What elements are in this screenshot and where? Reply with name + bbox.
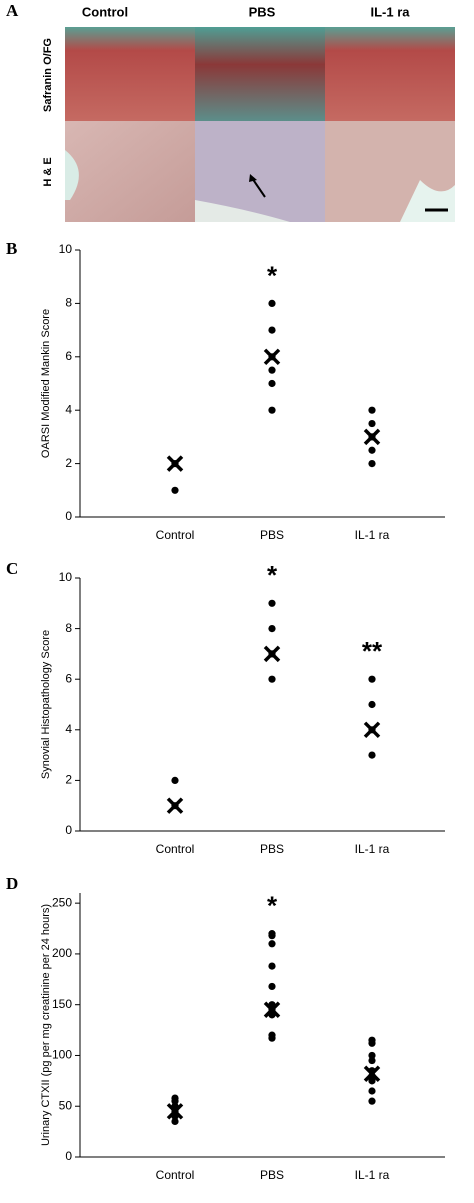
mean-marker bbox=[166, 1103, 184, 1120]
data-point bbox=[268, 379, 276, 388]
data-point bbox=[268, 366, 276, 374]
panel-label: C bbox=[6, 559, 18, 578]
panel-label: D bbox=[6, 874, 18, 893]
column-header: IL-1 ra bbox=[370, 4, 410, 19]
y-axis-label: Urinary CTXII (pg per mg creatinine per … bbox=[40, 904, 52, 1146]
data-point bbox=[268, 406, 276, 414]
data-point bbox=[368, 700, 376, 709]
y-tick-label: 0 bbox=[65, 823, 72, 837]
mean-stroke bbox=[166, 455, 184, 472]
significance-marker: * bbox=[267, 260, 278, 290]
x-tick-label: PBS bbox=[260, 528, 284, 542]
y-tick-label: 200 bbox=[52, 946, 72, 960]
mean-stroke bbox=[166, 1103, 184, 1120]
significance-marker: * bbox=[267, 560, 278, 590]
x-tick-label: IL-1 ra bbox=[355, 842, 390, 856]
mean-marker bbox=[263, 645, 281, 663]
significance-marker: ** bbox=[362, 636, 383, 666]
y-tick-label: 6 bbox=[65, 671, 72, 685]
data-point bbox=[368, 751, 376, 759]
data-point bbox=[268, 326, 276, 334]
mean-marker bbox=[263, 348, 281, 366]
x-tick-label: Control bbox=[156, 1168, 195, 1182]
x-tick-label: PBS bbox=[260, 1168, 284, 1182]
data-point bbox=[268, 299, 276, 307]
mean-marker bbox=[363, 428, 381, 446]
data-point bbox=[268, 1034, 276, 1042]
y-tick-label: 0 bbox=[65, 509, 72, 523]
data-point bbox=[368, 1097, 376, 1105]
y-tick-label: 50 bbox=[59, 1098, 73, 1112]
mean-stroke bbox=[363, 721, 381, 739]
y-tick-label: 250 bbox=[52, 895, 72, 909]
mean-marker bbox=[166, 455, 184, 472]
mean-stroke bbox=[166, 797, 184, 814]
data-point bbox=[171, 1097, 179, 1105]
data-point bbox=[268, 962, 276, 970]
data-point bbox=[368, 446, 376, 454]
y-tick-label: 4 bbox=[65, 402, 72, 416]
mean-stroke bbox=[263, 1001, 281, 1019]
mean-stroke bbox=[263, 348, 281, 366]
y-tick-label: 10 bbox=[59, 242, 73, 256]
data-point bbox=[368, 1077, 376, 1085]
data-point bbox=[171, 776, 179, 785]
x-tick-label: PBS bbox=[260, 842, 284, 856]
column-header: PBS bbox=[249, 4, 276, 19]
y-tick-label: 2 bbox=[65, 456, 72, 470]
row-label: Safranin O/FG bbox=[42, 38, 54, 112]
significance-marker: * bbox=[267, 890, 278, 920]
x-tick-label: Control bbox=[156, 528, 195, 542]
y-tick-label: 4 bbox=[65, 722, 72, 736]
panel-label: A bbox=[6, 1, 19, 20]
y-tick-label: 10 bbox=[59, 570, 73, 584]
data-point bbox=[171, 1117, 179, 1126]
micrographs bbox=[65, 27, 455, 222]
x-tick-label: IL-1 ra bbox=[355, 1168, 390, 1182]
mean-stroke bbox=[363, 1065, 381, 1082]
y-tick-label: 8 bbox=[65, 621, 72, 635]
x-tick-label: IL-1 ra bbox=[355, 528, 390, 542]
mean-stroke bbox=[363, 428, 381, 446]
y-tick-label: 6 bbox=[65, 349, 72, 363]
column-header: Control bbox=[82, 4, 128, 19]
data-point bbox=[368, 406, 376, 414]
row-label: H & E bbox=[42, 157, 54, 186]
y-tick-label: 2 bbox=[65, 773, 72, 787]
y-tick-label: 0 bbox=[65, 1149, 72, 1163]
data-point bbox=[268, 940, 276, 948]
panel-label: B bbox=[6, 239, 17, 258]
y-axis-label: Synovial Histopathology Score bbox=[40, 630, 52, 779]
data-point bbox=[368, 1087, 376, 1095]
y-tick-label: 150 bbox=[52, 997, 72, 1011]
data-point bbox=[268, 675, 276, 683]
mean-marker bbox=[166, 797, 184, 814]
mean-marker bbox=[363, 721, 381, 739]
y-tick-label: 8 bbox=[65, 296, 72, 310]
data-point bbox=[368, 1039, 376, 1047]
x-tick-label: Control bbox=[156, 842, 195, 856]
mean-stroke bbox=[263, 645, 281, 663]
data-point bbox=[268, 982, 276, 991]
data-point bbox=[368, 460, 376, 468]
y-tick-label: 100 bbox=[52, 1048, 72, 1062]
data-point bbox=[368, 1056, 376, 1065]
y-axis-label: OARSI Modified Mankin Score bbox=[40, 309, 52, 458]
data-point bbox=[368, 1051, 376, 1060]
data-point bbox=[171, 486, 179, 494]
data-point bbox=[268, 599, 276, 607]
mean-marker bbox=[263, 1001, 281, 1019]
data-point bbox=[268, 625, 276, 633]
data-point bbox=[368, 419, 376, 428]
mean-marker bbox=[363, 1065, 381, 1082]
data-point bbox=[268, 932, 276, 940]
data-point bbox=[368, 675, 376, 683]
